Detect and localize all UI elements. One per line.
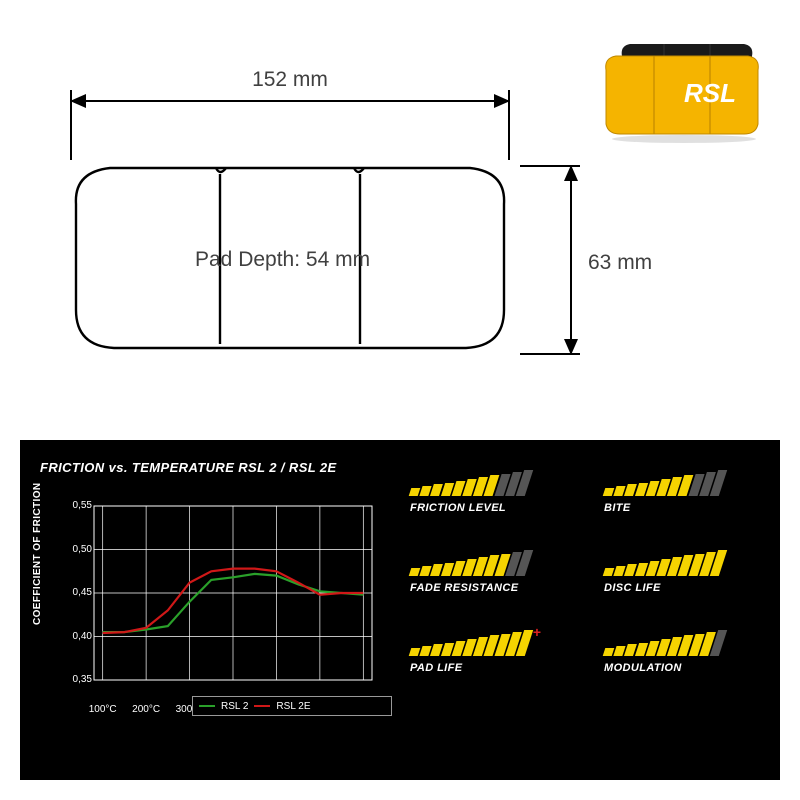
ytick-label: 0,50 bbox=[62, 544, 92, 555]
ytick-label: 0,40 bbox=[62, 631, 92, 642]
arrow-down-icon bbox=[564, 339, 578, 355]
rating-pad-life: + PAD LIFE bbox=[410, 630, 576, 674]
chart-legend: RSL 2 RSL 2E bbox=[192, 696, 392, 716]
rating-modulation: MODULATION bbox=[604, 630, 770, 674]
rating-friction-level: FRICTION LEVEL bbox=[410, 470, 576, 514]
rating-bars bbox=[604, 470, 723, 496]
ytick-label: 0,35 bbox=[62, 674, 92, 685]
pad-depth-label: Pad Depth: 54 mm bbox=[195, 248, 370, 272]
rating-bars bbox=[604, 550, 723, 576]
ratings-grid: FRICTION LEVEL BITE FADE RESISTANCE DISC LI… bbox=[410, 470, 770, 674]
rating-fade-resistance: FADE RESISTANCE bbox=[410, 550, 576, 594]
rating-bars bbox=[410, 470, 529, 496]
dimension-width-label: 152 mm bbox=[70, 68, 510, 92]
rating-label: MODULATION bbox=[604, 662, 682, 674]
arrow-right-icon bbox=[494, 94, 510, 108]
dimension-height-label: 63 mm bbox=[588, 251, 652, 275]
legend-label-0: RSL 2 bbox=[221, 701, 248, 712]
rating-bars bbox=[604, 630, 723, 656]
brand-logo: RSL bbox=[684, 78, 736, 108]
rating-label: FRICTION LEVEL bbox=[410, 502, 506, 514]
rating-label: BITE bbox=[604, 502, 631, 514]
technical-drawing: RSL Pad Depth: 54 mm 152 mm 63 mm bbox=[0, 0, 800, 420]
rating-bars: + bbox=[410, 630, 529, 656]
rating-label: FADE RESISTANCE bbox=[410, 582, 518, 594]
xtick-label: 200°C bbox=[132, 704, 160, 715]
rating-bite: BITE bbox=[604, 470, 770, 514]
rating-label: PAD LIFE bbox=[410, 662, 463, 674]
product-badge: RSL bbox=[594, 26, 774, 146]
legend-label-1: RSL 2E bbox=[276, 701, 310, 712]
plus-icon: + bbox=[533, 624, 541, 640]
dimension-height: 63 mm bbox=[520, 165, 580, 355]
chart-yaxis-label: COEFFICIENT OF FRICTION bbox=[32, 482, 43, 625]
chart-title: FRICTION vs. TEMPERATURE RSL 2 / RSL 2E bbox=[40, 460, 385, 475]
dimension-width: 152 mm bbox=[70, 90, 510, 140]
rating-disc-life: DISC LIFE bbox=[604, 550, 770, 594]
rating-bars bbox=[410, 550, 529, 576]
chart-plot: 0,350,400,450,500,55 100°C200°C300°C400°… bbox=[68, 500, 378, 700]
ytick-label: 0,45 bbox=[62, 587, 92, 598]
xtick-label: 100°C bbox=[89, 704, 117, 715]
arrow-up-icon bbox=[564, 165, 578, 181]
rating-label: DISC LIFE bbox=[604, 582, 661, 594]
ytick-label: 0,55 bbox=[62, 500, 92, 511]
performance-panel: FRICTION vs. TEMPERATURE RSL 2 / RSL 2E … bbox=[20, 440, 780, 780]
friction-chart: FRICTION vs. TEMPERATURE RSL 2 / RSL 2E … bbox=[40, 460, 385, 760]
arrow-left-icon bbox=[70, 94, 86, 108]
